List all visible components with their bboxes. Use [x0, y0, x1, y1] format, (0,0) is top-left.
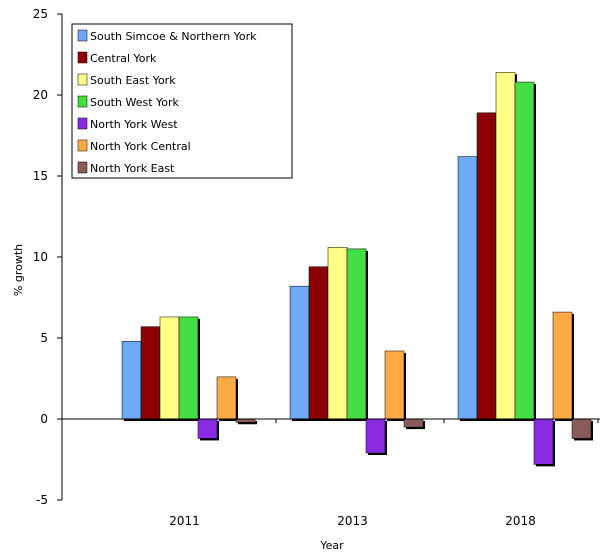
bar [514, 81, 535, 420]
legend-box [71, 23, 293, 179]
legend-label: Central York [90, 52, 157, 65]
x-tick-label: 2018 [505, 514, 536, 528]
legend-label: North York Central [90, 140, 191, 153]
legend-label: South Simcoe & Northern York [90, 30, 257, 43]
y-tick-label: 15 [33, 169, 48, 183]
bar [365, 418, 386, 454]
bar [571, 418, 592, 439]
bar-shadow [238, 421, 257, 425]
legend-swatch [77, 117, 88, 130]
bar [140, 326, 161, 420]
bar [159, 316, 180, 420]
y-tick-label: 5 [40, 331, 48, 345]
legend-swatch [77, 73, 88, 86]
legend-label: North York East [90, 162, 175, 175]
bar [495, 72, 516, 420]
bar [197, 418, 218, 439]
bar [457, 156, 478, 420]
x-tick-label: 2011 [169, 514, 200, 528]
y-tick-label: 10 [33, 250, 48, 264]
bar [121, 340, 142, 420]
bar [403, 418, 424, 428]
legend-swatch [77, 95, 88, 108]
legend-label: South East York [90, 74, 176, 87]
y-tick-label: -5 [36, 493, 48, 507]
x-tick-label: 2013 [337, 514, 368, 528]
bar [346, 248, 367, 420]
bar [533, 418, 554, 465]
legend-label: North York West [90, 118, 178, 131]
bar [327, 247, 348, 420]
bar [552, 311, 573, 420]
y-tick-label: 0 [40, 412, 48, 426]
y-tick-label: 25 [33, 7, 48, 21]
legend: South Simcoe & Northern York Central York… [71, 23, 293, 179]
bar [289, 285, 310, 420]
legend-label: South West York [90, 96, 180, 109]
bars-group [121, 72, 593, 467]
legend-swatch [77, 161, 88, 174]
legend-swatch [77, 139, 88, 152]
axes-group: 25 20 15 10 5 0 -5 2011 2013 2018 [33, 7, 600, 528]
y-tick-label: 20 [33, 88, 48, 102]
bar [476, 112, 497, 420]
bar [308, 266, 329, 420]
bar [216, 376, 237, 420]
legend-swatch [77, 51, 88, 64]
y-axis-title: % growth [12, 244, 25, 296]
legend-swatch [77, 29, 88, 42]
x-axis-title: Year [319, 539, 344, 552]
bar [384, 350, 405, 420]
bar [178, 316, 199, 420]
